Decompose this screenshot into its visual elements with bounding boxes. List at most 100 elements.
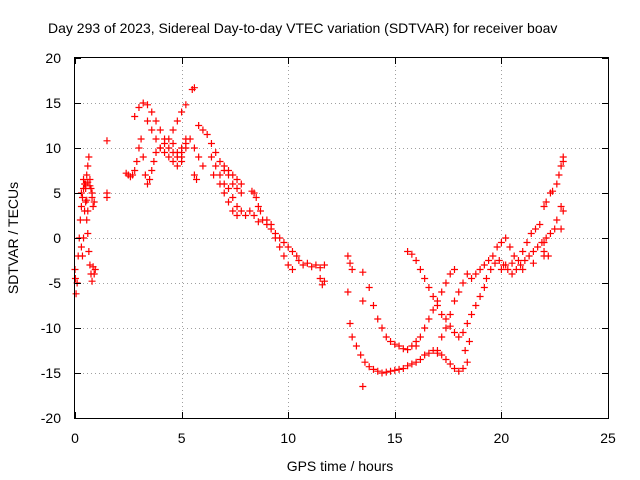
data-point <box>252 194 260 201</box>
data-point <box>190 144 198 152</box>
data-point <box>529 248 537 255</box>
data-point <box>369 302 377 309</box>
data-point <box>178 108 186 116</box>
data-point <box>512 266 520 273</box>
data-point <box>210 171 218 179</box>
data-point <box>89 203 97 210</box>
data-point <box>141 171 149 179</box>
data-point <box>523 239 531 246</box>
data-point <box>84 178 92 186</box>
data-point <box>525 252 533 260</box>
data-point <box>148 126 156 134</box>
data-point <box>421 324 429 332</box>
data-point <box>549 187 557 195</box>
gridlines <box>75 58 608 418</box>
data-point <box>487 266 495 273</box>
data-point <box>86 182 94 190</box>
data-point <box>489 252 497 260</box>
data-point <box>446 322 454 330</box>
data-point <box>446 311 454 318</box>
data-point <box>83 171 91 179</box>
data-point <box>517 261 525 269</box>
x-axis-label: GPS time / hours <box>287 458 394 474</box>
data-point <box>480 284 488 291</box>
data-point <box>320 261 328 269</box>
data-point <box>276 243 284 251</box>
data-point <box>280 252 288 260</box>
data-point <box>220 189 228 197</box>
data-point <box>161 135 169 143</box>
data-point <box>225 185 233 192</box>
data-point <box>442 279 450 287</box>
data-point <box>129 171 137 179</box>
data-point <box>152 149 160 156</box>
data-point <box>540 239 548 246</box>
data-point <box>216 171 224 179</box>
data-point <box>233 212 241 219</box>
data-point <box>459 365 467 372</box>
data-point <box>382 333 390 341</box>
y-tick-label: -20 <box>41 410 61 426</box>
series-trough-band <box>348 248 488 390</box>
data-point <box>85 153 93 161</box>
data-point <box>408 250 416 258</box>
data-point <box>85 248 93 255</box>
data-points <box>71 84 567 390</box>
data-point <box>256 207 264 215</box>
data-point <box>77 243 85 251</box>
data-point <box>233 185 241 192</box>
data-point <box>365 363 373 371</box>
data-point <box>229 194 237 201</box>
data-point <box>551 225 559 233</box>
data-point <box>242 212 250 219</box>
x-tick-label: 15 <box>387 430 403 446</box>
data-point <box>421 275 429 282</box>
data-point <box>190 84 198 92</box>
data-point <box>438 311 446 318</box>
data-point <box>190 171 198 179</box>
data-point <box>433 297 441 305</box>
x-tick-label: 0 <box>71 430 79 446</box>
data-point <box>438 288 446 296</box>
plot-frame <box>74 57 609 419</box>
data-point <box>412 257 420 264</box>
data-point <box>416 333 424 341</box>
data-point <box>374 315 382 323</box>
data-point <box>536 221 544 228</box>
data-point <box>84 162 92 170</box>
y-tick-label: -5 <box>49 275 62 291</box>
data-point <box>382 368 390 376</box>
data-point <box>468 275 476 282</box>
data-point <box>455 333 463 341</box>
y-tick-label: -15 <box>41 365 61 381</box>
data-point <box>450 266 458 273</box>
data-point <box>412 358 420 366</box>
data-point <box>348 266 356 273</box>
data-point <box>193 176 201 183</box>
data-point <box>450 297 458 305</box>
data-point <box>553 180 561 188</box>
data-point <box>254 218 262 226</box>
data-point <box>493 243 501 251</box>
chart-title: Day 293 of 2023, Sidereal Day-to-day VTE… <box>48 20 557 36</box>
x-tick-label: 25 <box>600 430 616 446</box>
data-point <box>103 194 111 201</box>
data-point <box>195 153 203 161</box>
data-point <box>225 171 233 179</box>
data-point <box>491 259 499 267</box>
y-tick-label: 10 <box>45 140 61 156</box>
data-point <box>173 117 181 125</box>
data-point <box>463 358 471 366</box>
data-point <box>284 261 292 269</box>
data-point <box>438 333 446 341</box>
data-point <box>395 342 403 350</box>
data-point <box>83 196 91 204</box>
data-point <box>438 351 446 359</box>
data-point <box>378 369 386 377</box>
data-point <box>472 270 480 278</box>
data-point <box>540 252 548 260</box>
data-point <box>233 203 241 210</box>
data-point <box>408 360 416 368</box>
data-point <box>461 347 469 354</box>
